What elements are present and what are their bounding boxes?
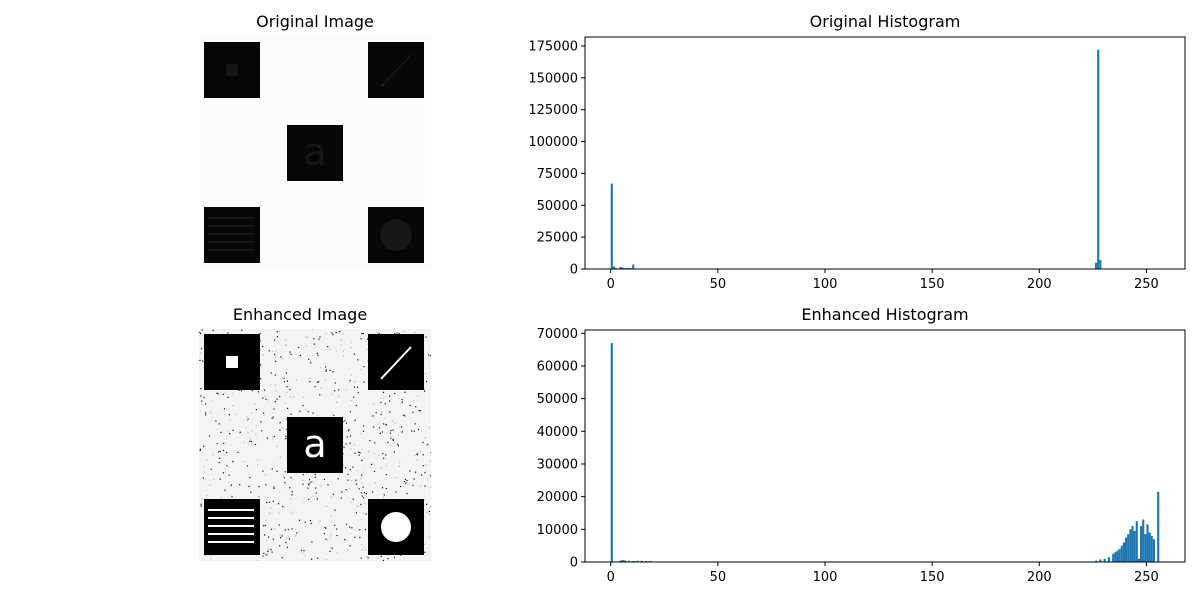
histogram-bar <box>1129 529 1132 562</box>
x-tick-label: 200 <box>1027 570 1052 585</box>
histogram-bar <box>619 560 622 562</box>
center-square <box>287 125 343 181</box>
enhanced-image: a <box>199 329 431 561</box>
y-tick-label: 60000 <box>537 359 578 374</box>
y-tick-label: 100000 <box>530 135 578 150</box>
x-tick-label: 250 <box>1134 277 1159 292</box>
histogram-bar <box>1140 526 1143 562</box>
x-tick-label: 0 <box>607 570 615 585</box>
histogram-bar <box>636 560 639 562</box>
histogram-bar <box>1125 537 1128 562</box>
stripe-feature <box>208 541 254 543</box>
histogram-bar <box>623 560 626 562</box>
diagonal-line-feature <box>380 346 412 380</box>
histogram-bar <box>1150 535 1153 562</box>
y-tick-label: 125000 <box>530 103 578 118</box>
stripe-feature <box>208 517 254 519</box>
circle-feature <box>380 219 412 251</box>
histogram-bar <box>1097 49 1100 269</box>
original-image: a <box>199 37 431 269</box>
original-image-title: Original Image <box>256 12 374 31</box>
histogram-bar <box>619 267 622 269</box>
histogram-bar <box>610 343 613 562</box>
stripe-feature <box>208 525 254 527</box>
histogram-bar <box>1144 534 1147 562</box>
y-tick-label: 20000 <box>537 490 578 505</box>
histogram-bar <box>1095 560 1098 562</box>
stripe-feature <box>208 249 254 251</box>
letter-feature: a <box>303 422 326 466</box>
histogram-bar <box>621 560 624 562</box>
y-tick-label: 50000 <box>537 199 578 214</box>
histogram-bar <box>621 267 624 269</box>
x-tick-label: 150 <box>920 277 945 292</box>
y-tick-label: 175000 <box>530 39 578 54</box>
y-tick-label: 30000 <box>537 457 578 472</box>
enhanced-image-title: Enhanced Image <box>232 305 368 324</box>
histogram-bar <box>1099 559 1102 562</box>
x-tick-label: 150 <box>920 570 945 585</box>
y-tick-label: 50000 <box>537 392 578 407</box>
stripe-feature <box>208 241 254 243</box>
histogram-bar <box>1095 262 1098 269</box>
histogram-bar <box>1122 542 1125 562</box>
stripe-feature <box>208 217 254 219</box>
y-tick-label: 25000 <box>537 231 578 246</box>
x-tick-label: 200 <box>1027 277 1052 292</box>
y-tick-label: 0 <box>570 556 578 571</box>
stripe-feature <box>208 233 254 235</box>
y-tick-label: 70000 <box>537 327 578 342</box>
x-tick-label: 50 <box>710 277 727 292</box>
histogram-bar <box>1137 558 1140 562</box>
x-tick-label: 250 <box>1134 570 1159 585</box>
small-square-feature <box>226 64 238 76</box>
y-tick-label: 0 <box>570 263 578 278</box>
histogram-bar <box>632 264 635 269</box>
original-histogram-chart: 0 50 100 150 200 250 0 25000 50000 75000 100000 125… <box>530 34 1200 304</box>
histogram-bar <box>1133 530 1136 562</box>
histogram-bar <box>640 560 643 562</box>
histogram-bar <box>627 560 630 562</box>
letter-feature: a <box>303 130 326 174</box>
enhanced-histogram-chart: 0 50 100 150 200 250 0 10000 20000 30000 40000 5000… <box>530 327 1200 597</box>
histogram-bar <box>1135 521 1138 562</box>
y-tick-label: 75000 <box>537 167 578 182</box>
histogram-bar <box>1112 553 1115 562</box>
plot-frame <box>584 329 1186 563</box>
histogram-bar <box>1131 526 1134 562</box>
histogram-bar <box>1118 548 1121 562</box>
histogram-bar <box>612 266 615 269</box>
histogram-bar <box>1148 532 1151 562</box>
x-tick-label: 100 <box>813 277 838 292</box>
stripe-feature <box>208 533 254 535</box>
diagonal-line-feature <box>380 54 412 88</box>
x-tick-label: 100 <box>813 570 838 585</box>
y-tick-label: 40000 <box>537 425 578 440</box>
histogram-bar <box>1114 552 1117 562</box>
small-square-feature <box>226 356 238 368</box>
stripe-feature <box>208 509 254 511</box>
stripe-feature <box>208 225 254 227</box>
histogram-bar <box>1116 550 1119 562</box>
histogram-bar <box>1103 558 1106 562</box>
histogram-bar <box>625 267 628 269</box>
center-square <box>287 417 343 473</box>
histogram-bar <box>1142 519 1145 562</box>
histogram-bar <box>1099 260 1102 269</box>
histogram-bar <box>1107 557 1110 562</box>
histogram-bar <box>1146 524 1149 562</box>
histogram-bar <box>1152 539 1155 562</box>
y-tick-label: 150000 <box>530 71 578 86</box>
x-tick-label: 50 <box>710 570 727 585</box>
circle-feature <box>381 512 411 542</box>
original-histogram-title: Original Histogram <box>809 12 961 31</box>
histogram-bar <box>1120 545 1123 562</box>
enhanced-histogram-title: Enhanced Histogram <box>801 305 969 324</box>
histogram-bar <box>610 183 613 269</box>
histogram-bar <box>1127 534 1130 562</box>
x-tick-label: 0 <box>607 277 615 292</box>
histogram-bar <box>1157 491 1160 562</box>
y-tick-label: 10000 <box>537 523 578 538</box>
plot-frame <box>584 36 1186 270</box>
